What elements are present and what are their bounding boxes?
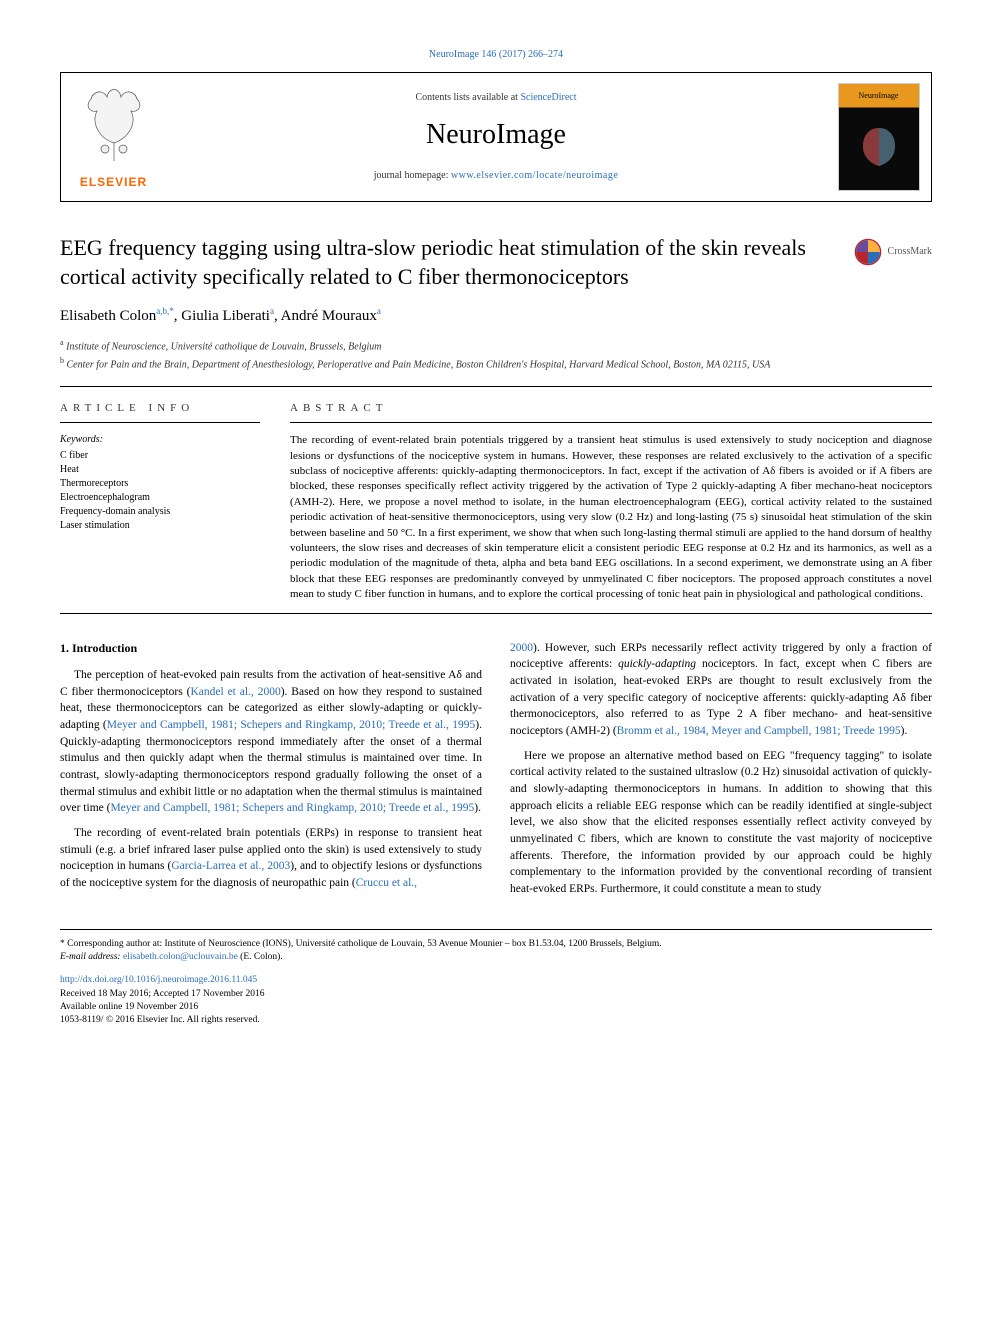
contents-prefix: Contents lists available at xyxy=(415,92,520,103)
affiliations-block: a Institute of Neuroscience, Université … xyxy=(60,337,932,372)
journal-header-box: ELSEVIER Contents lists available at Sci… xyxy=(60,72,932,202)
body-paragraph: The recording of event-related brain pot… xyxy=(60,825,482,892)
cover-brain-icon xyxy=(839,101,919,190)
article-title: EEG frequency tagging using ultra-slow p… xyxy=(60,234,838,291)
crossmark-badge[interactable]: CrossMark xyxy=(854,234,932,266)
section-heading-introduction: 1. Introduction xyxy=(60,640,482,657)
info-abstract-row: ARTICLE INFO Keywords: C fiberHeatThermo… xyxy=(60,386,932,614)
journal-name: NeuroImage xyxy=(426,115,566,154)
journal-cover-block: NeuroImage xyxy=(826,73,931,201)
sciencedirect-link[interactable]: ScienceDirect xyxy=(520,92,576,103)
journal-reference: NeuroImage 146 (2017) 266–274 xyxy=(60,48,932,62)
journal-cover-thumb: NeuroImage xyxy=(838,83,920,191)
authors-line: Elisabeth Colona,b,*, Giulia Liberatia, … xyxy=(60,305,932,327)
crossmark-label: CrossMark xyxy=(888,245,932,259)
copyright-line: 1053-8119/ © 2016 Elsevier Inc. All righ… xyxy=(60,1014,932,1027)
affiliation-mark: b xyxy=(60,356,64,365)
homepage-prefix: journal homepage: xyxy=(374,170,451,181)
journal-homepage-link[interactable]: www.elsevier.com/locate/neuroimage xyxy=(451,170,618,181)
keyword-item: Frequency-domain analysis xyxy=(60,505,260,519)
abstract-text: The recording of event-related brain pot… xyxy=(290,433,932,602)
email-label: E-mail address: xyxy=(60,952,123,962)
abstract-heading: ABSTRACT xyxy=(290,401,932,423)
publisher-name: ELSEVIER xyxy=(80,174,147,191)
body-paragraph: The perception of heat-evoked pain resul… xyxy=(60,667,482,817)
affiliation-b: b Center for Pain and the Brain, Departm… xyxy=(60,355,932,372)
crossmark-icon xyxy=(854,238,882,266)
article-info-column: ARTICLE INFO Keywords: C fiberHeatThermo… xyxy=(60,401,260,603)
elsevier-tree-icon xyxy=(79,83,149,163)
journal-header-center: Contents lists available at ScienceDirec… xyxy=(166,73,826,201)
keywords-label: Keywords: xyxy=(60,433,260,447)
doi-link[interactable]: http://dx.doi.org/10.1016/j.neuroimage.2… xyxy=(60,974,932,987)
abstract-column: ABSTRACT The recording of event-related … xyxy=(290,401,932,603)
corresponding-email-link[interactable]: elisabeth.colon@uclouvain.be xyxy=(123,952,238,962)
available-online-line: Available online 19 November 2016 xyxy=(60,1001,932,1014)
cover-title: NeuroImage xyxy=(839,84,919,101)
body-paragraph: 2000). However, such ERPs necessarily re… xyxy=(510,640,932,740)
keyword-item: Thermoreceptors xyxy=(60,477,260,491)
journal-homepage-line: journal homepage: www.elsevier.com/locat… xyxy=(374,169,619,183)
publisher-logo-block: ELSEVIER xyxy=(61,73,166,201)
keyword-item: Heat xyxy=(60,463,260,477)
footnotes-block: * Corresponding author at: Institute of … xyxy=(60,929,932,1028)
keyword-item: Electroencephalogram xyxy=(60,491,260,505)
received-accepted-line: Received 18 May 2016; Accepted 17 Novemb… xyxy=(60,988,932,1001)
affiliation-text: Center for Pain and the Brain, Departmen… xyxy=(67,359,771,370)
body-paragraph: Here we propose an alternative method ba… xyxy=(510,748,932,898)
contents-available-line: Contents lists available at ScienceDirec… xyxy=(415,91,576,105)
keyword-item: Laser stimulation xyxy=(60,519,260,533)
affiliation-a: a Institute of Neuroscience, Université … xyxy=(60,337,932,354)
body-two-column: 1. Introduction The perception of heat-e… xyxy=(60,640,932,903)
affiliation-text: Institute of Neuroscience, Université ca… xyxy=(66,342,381,353)
corresponding-author-note: * Corresponding author at: Institute of … xyxy=(60,938,932,951)
keywords-list: C fiberHeatThermoreceptorsElectroencepha… xyxy=(60,449,260,533)
affiliation-mark: a xyxy=(60,338,64,347)
email-line: E-mail address: elisabeth.colon@uclouvai… xyxy=(60,951,932,964)
article-info-heading: ARTICLE INFO xyxy=(60,401,260,423)
keyword-item: C fiber xyxy=(60,449,260,463)
email-suffix: (E. Colon). xyxy=(238,952,283,962)
